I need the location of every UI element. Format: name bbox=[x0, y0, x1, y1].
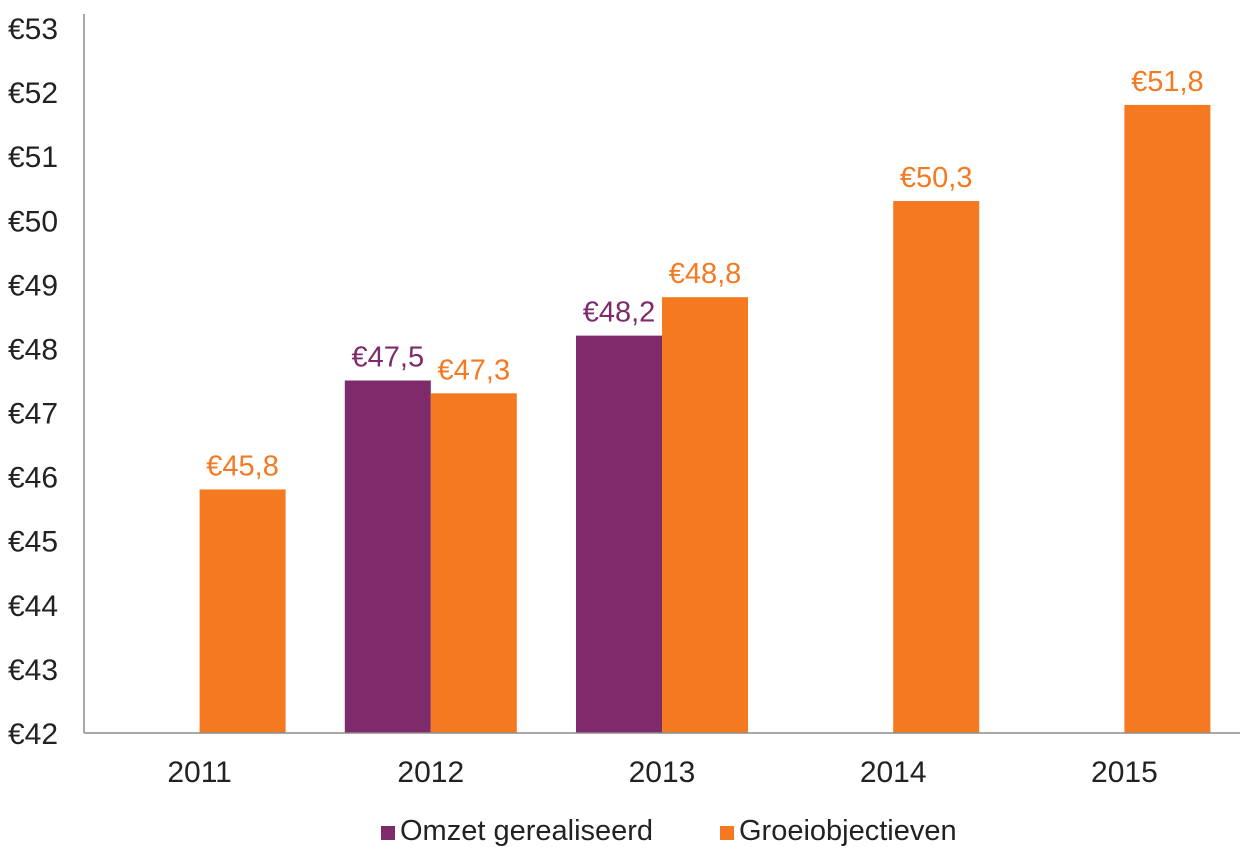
data-label: €51,8 bbox=[1131, 66, 1204, 98]
y-tick-label: €46 bbox=[8, 462, 58, 495]
legend-label: Groeiobjectieven bbox=[739, 815, 957, 847]
legend-swatch bbox=[720, 826, 734, 840]
y-axis: €42 €43 €44 €45 €46 €47 €48 €49 €50 €51 €52 €53 bbox=[8, 13, 85, 751]
bar-omzet-gerealiseerd-2012 bbox=[344, 380, 431, 733]
y-tick-label: €53 bbox=[8, 13, 58, 46]
y-tick-label: €44 bbox=[8, 590, 58, 623]
y-tick-label: €51 bbox=[8, 141, 58, 174]
legend-swatch bbox=[381, 826, 395, 840]
bar-groeiobjectieven-2011 bbox=[199, 489, 286, 733]
y-tick-label: €50 bbox=[8, 205, 58, 238]
legend-item-omzet-gerealiseerd: Omzet gerealiseerd bbox=[381, 815, 653, 847]
data-labels: €45,8 €47,5 €47,3 €48,2 €48,8 €50,3 €51,8 bbox=[206, 66, 1203, 483]
y-tick-label: €45 bbox=[8, 526, 58, 559]
bar-groeiobjectieven-2013 bbox=[662, 297, 748, 733]
data-label: €48,8 bbox=[669, 258, 742, 290]
bar-omzet-gerealiseerd-2013 bbox=[576, 335, 662, 733]
y-tick-label: €52 bbox=[8, 77, 58, 110]
x-tick-label: 2011 bbox=[167, 756, 232, 789]
data-label: €48,2 bbox=[583, 297, 656, 329]
y-tick-label: €43 bbox=[8, 654, 58, 687]
bars bbox=[199, 104, 1211, 734]
y-tick-label: €49 bbox=[8, 269, 58, 302]
y-tick-label: €42 bbox=[8, 718, 58, 751]
x-tick-label: 2012 bbox=[397, 756, 464, 789]
legend-label: Omzet gerealiseerd bbox=[400, 815, 653, 847]
legend: Omzet gerealiseerd Groeiobjectieven bbox=[381, 815, 957, 847]
legend-item-groeiobjectieven: Groeiobjectieven bbox=[720, 815, 957, 847]
data-label: €47,5 bbox=[352, 342, 425, 374]
bar-groeiobjectieven-2012 bbox=[430, 393, 517, 733]
x-tick-label: 2015 bbox=[1091, 756, 1158, 789]
x-axis: 2011 2012 2013 2014 2015 bbox=[84, 732, 1240, 789]
bar-groeiobjectieven-2014 bbox=[893, 201, 980, 733]
y-tick-label: €47 bbox=[8, 398, 58, 431]
data-label: €50,3 bbox=[900, 162, 973, 194]
y-tick-label: €48 bbox=[8, 333, 58, 366]
x-tick-label: 2013 bbox=[629, 756, 696, 789]
data-label: €45,8 bbox=[206, 450, 279, 482]
bar-groeiobjectieven-2015 bbox=[1124, 104, 1211, 734]
data-label: €47,3 bbox=[438, 354, 511, 386]
x-tick-label: 2014 bbox=[860, 756, 927, 789]
